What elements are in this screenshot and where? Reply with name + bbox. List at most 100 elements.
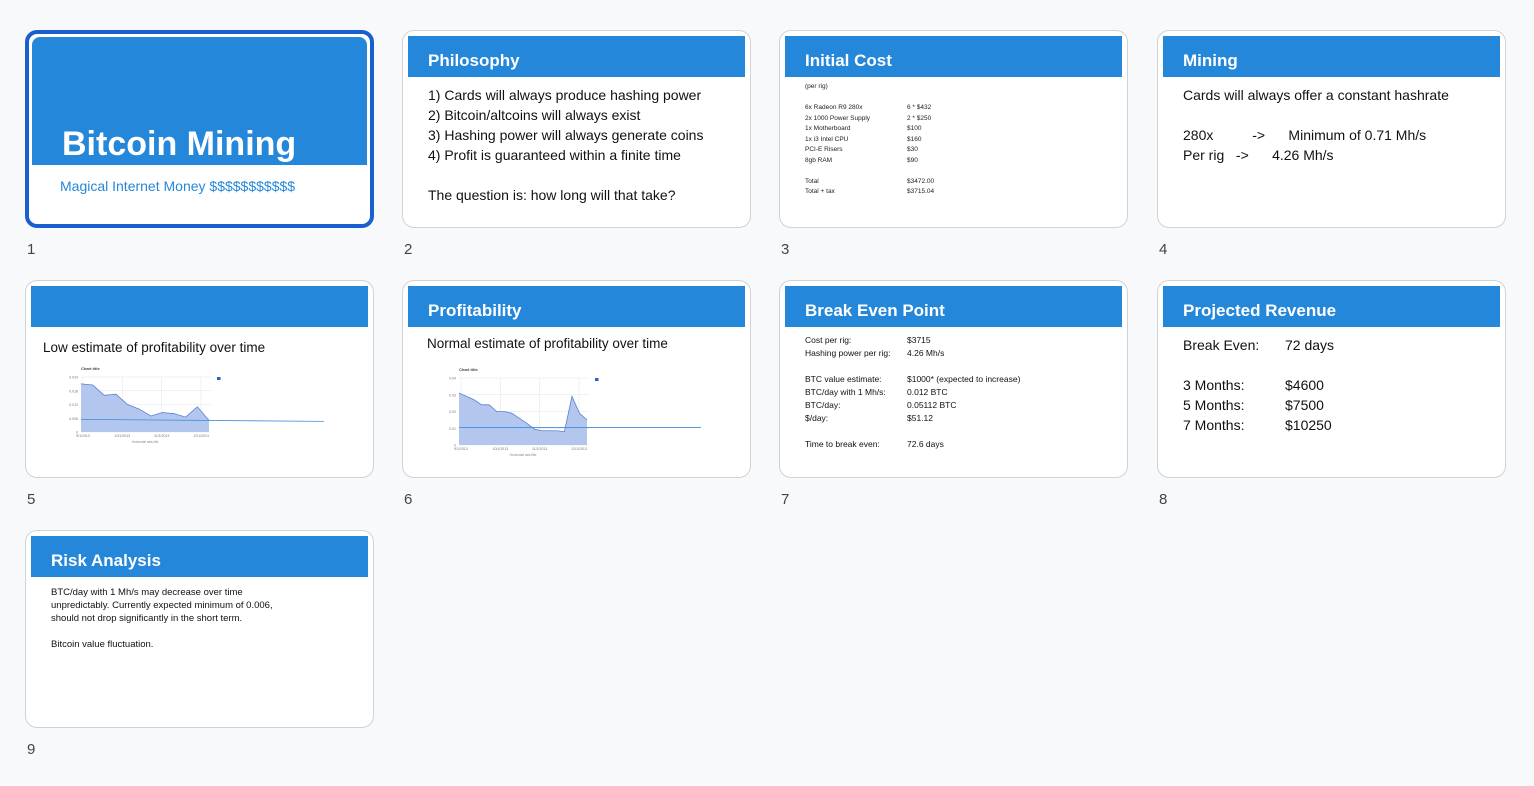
body-line: 1) Cards will always produce hashing pow…: [428, 87, 702, 103]
table-row: Total $3472.00: [805, 177, 934, 188]
row-value: $4600: [1285, 377, 1324, 393]
body-line: [1183, 105, 1449, 125]
row-label: BTC value estimate:: [805, 374, 882, 384]
data-point: [458, 392, 460, 394]
slide-table: Break Even: 72 days 3 Months: $4600 5 Month…: [1183, 335, 1334, 435]
row-value: 0.012 BTC: [907, 387, 948, 397]
slide-title: Philosophy: [408, 36, 745, 77]
x-tick-label: 12/1/2013: [193, 434, 209, 438]
slide-thumbnail-4[interactable]: Mining Cards will always offer a constant…: [1157, 30, 1506, 228]
row-label: Break Even:: [1183, 337, 1260, 353]
x-axis-title: Horizontal axis title: [132, 440, 159, 444]
table-row: Break Even: 72 days: [1183, 335, 1334, 355]
slide-body: Cards will always offer a constant hashr…: [1183, 85, 1449, 165]
legend-marker: [595, 378, 599, 381]
y-tick-label: 0.02: [449, 410, 456, 414]
data-point: [526, 422, 528, 424]
slide-thumbnail-5[interactable]: Low estimate of profitability over time 0…: [25, 280, 374, 478]
table-row: 1x i3 Intel CPU $160: [805, 135, 934, 146]
data-point: [488, 404, 490, 406]
row-value: $100: [907, 125, 922, 132]
slide-text: Low estimate of profitability over time: [43, 340, 266, 355]
slide-thumbnail-6[interactable]: Profitability Normal estimate of profitab…: [402, 280, 751, 478]
data-point: [138, 408, 140, 410]
table-row: BTC/day: 0.05112 BTC: [805, 399, 1020, 412]
data-point: [586, 419, 588, 421]
row-value: $7500: [1285, 397, 1324, 413]
body-line: 3) Hashing power will always generate co…: [428, 127, 704, 143]
slide-title: Profitability: [408, 286, 745, 327]
area-series: [81, 383, 209, 432]
x-tick-label: 12/1/2013: [571, 447, 587, 451]
row-label: 5 Months:: [1183, 397, 1245, 413]
row-label: BTC/day:: [805, 400, 841, 410]
row-value: $3715: [907, 335, 931, 345]
slide-title: Projected Revenue: [1163, 286, 1500, 327]
row-label: Cost per rig:: [805, 335, 852, 345]
row-label: Total + tax: [805, 188, 835, 195]
data-point: [173, 413, 175, 414]
data-point: [473, 399, 475, 401]
table-row: 1x Motherboard $100: [805, 124, 934, 135]
y-tick-label: 0.01: [449, 427, 456, 431]
data-point: [80, 383, 82, 385]
data-point: [103, 395, 105, 396]
table-row: [805, 425, 1020, 438]
table-row: 6x Radeon R9 280x 6 * $432: [805, 103, 934, 114]
chart: 0 0.01 0.02 0.03 0.04 9/1/2013 10/1/2013 11/1/2…: [449, 367, 701, 457]
slide-number: 1: [27, 241, 36, 258]
row-label: BTC/day with 1 Mh/s:: [805, 387, 886, 397]
table-row: BTC/day with 1 Mh/s: 0.012 BTC: [805, 386, 1020, 399]
table-row: 5 Months: $7500: [1183, 395, 1334, 415]
row-label: 3 Months:: [1183, 377, 1245, 393]
y-tick-label: 0: [454, 444, 456, 448]
slide-thumbnail-7[interactable]: Break Even Point Cost per rig: $3715 Hashin…: [779, 280, 1128, 478]
data-point: [571, 396, 573, 397]
body-line: unpredictably. Currently expected minimu…: [51, 600, 273, 611]
table-row: Cost per rig: $3715: [805, 334, 1020, 347]
table-row: [805, 360, 1020, 373]
row-label: Total: [805, 177, 819, 185]
table-row: [805, 166, 934, 177]
chart-title: Chart title: [81, 366, 100, 371]
row-label: $/day:: [805, 413, 829, 423]
slide-text: Normal estimate of profitability over ti…: [427, 336, 668, 351]
table-row: 3 Months: $4600: [1183, 375, 1334, 395]
row-value: $1000* (expected to increase): [907, 374, 1021, 384]
data-point: [127, 404, 128, 405]
body-line: Per rig -> 4.26 Mh/s: [1183, 147, 1334, 163]
x-axis-title: Horizontal axis title: [510, 453, 537, 457]
table-row: Hashing power per rig: 4.26 Mh/s: [805, 347, 1020, 360]
row-value: $30: [907, 146, 918, 153]
data-point: [503, 411, 505, 412]
body-line: Bitcoin value fluctuation.: [51, 639, 154, 650]
row-value: 72 days: [1285, 337, 1335, 353]
table-row: Total + tax $3715.04: [805, 187, 934, 198]
chart-title: Chart title: [459, 367, 478, 372]
y-tick-label: 0.012: [69, 403, 78, 407]
row-label: 2x 1000 Power Supply: [805, 114, 871, 122]
data-point: [518, 417, 520, 419]
slide-thumbnail-3[interactable]: Initial Cost (per rig) 6x Radeon R9 280x 6 …: [779, 30, 1128, 228]
slide-thumbnail-9[interactable]: Risk Analysis BTC/day with 1 Mh/s may dec…: [25, 530, 374, 728]
slide-thumbnail-2[interactable]: Philosophy 1) Cards will always produce h…: [402, 30, 751, 228]
data-point: [564, 431, 565, 432]
data-point: [481, 404, 482, 406]
data-point: [556, 430, 558, 432]
trendline: [80, 418, 325, 422]
body-line: 2) Bitcoin/altcoins will always exist: [428, 107, 641, 123]
slide-thumbnail-8[interactable]: Projected Revenue Break Even: 72 days 3 Mo…: [1157, 280, 1506, 478]
slide-thumbnail-1[interactable]: Bitcoin Mining Magical Internet Money $$$…: [25, 30, 374, 228]
slide-number: 8: [1159, 491, 1168, 508]
x-tick-label: 9/1/2013: [76, 434, 90, 438]
row-label: Time to break even:: [805, 439, 880, 449]
data-point: [541, 430, 543, 432]
x-tick-label: 11/1/2013: [532, 447, 547, 451]
slide-table: (per rig) 6x Radeon R9 280x 6 * $432 2x 100…: [805, 82, 934, 198]
slide-table: Cost per rig: $3715 Hashing power per rig:…: [805, 334, 1020, 451]
slide-body: BTC/day with 1 Mh/s may decrease over ti…: [51, 586, 273, 651]
row-value: 72.6 days: [907, 439, 944, 449]
slide-title: Break Even Point: [785, 286, 1122, 327]
data-point: [533, 428, 535, 430]
slide-number: 7: [781, 491, 790, 508]
